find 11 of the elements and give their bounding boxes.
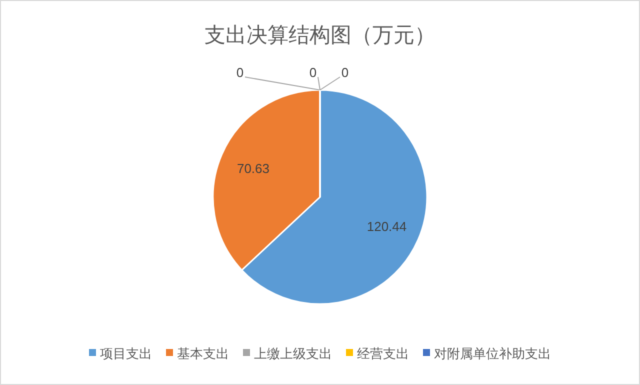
text: 0 xyxy=(309,65,317,80)
data-label: 120.44 xyxy=(366,218,407,234)
text: 0 xyxy=(236,65,244,80)
text: 0 xyxy=(341,65,349,80)
data-label: 70.63 xyxy=(236,161,270,176)
legend-label: 对附属单位补助支出 xyxy=(434,346,551,361)
chart-title: 支出决算结构图（万元） xyxy=(204,24,436,47)
legend-label: 上缴上级支出 xyxy=(254,346,332,361)
legend-label: 基本支出 xyxy=(177,346,229,361)
legend-label: 项目支出 xyxy=(100,346,152,361)
legend-label: 经营支出 xyxy=(357,346,409,361)
